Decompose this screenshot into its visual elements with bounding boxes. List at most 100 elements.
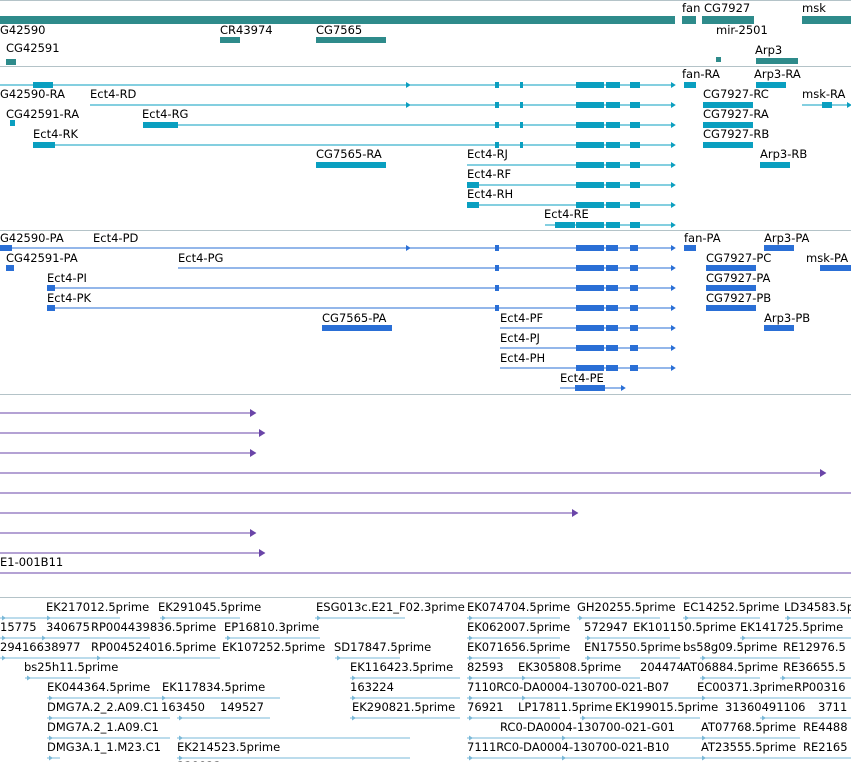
exon-block[interactable] <box>576 305 604 311</box>
exon-block[interactable] <box>630 122 640 128</box>
feature-label[interactable]: RE4488 <box>803 720 848 734</box>
exon-block[interactable] <box>576 245 604 251</box>
exon-block[interactable] <box>606 122 620 128</box>
feature-label[interactable]: 340675 <box>46 620 90 634</box>
feature-label[interactable]: 149527 <box>220 700 264 714</box>
feature-label[interactable]: RE36655.5 <box>783 660 846 674</box>
feature-label[interactable]: fan-PA <box>684 231 721 245</box>
exon-block[interactable] <box>495 285 499 291</box>
exon-block[interactable] <box>820 265 851 271</box>
exon-block[interactable] <box>630 285 638 291</box>
feature-label[interactable]: 338823 <box>177 760 221 762</box>
feature-label[interactable]: Arp3-PA <box>764 231 810 245</box>
exon-block[interactable] <box>520 122 523 128</box>
feature-label[interactable]: CG7927 <box>704 1 751 15</box>
feature-label[interactable]: RP004524016.5prime <box>91 640 217 654</box>
feature-label[interactable]: 76921 <box>467 700 504 714</box>
exon-block[interactable] <box>495 122 499 128</box>
feature-label[interactable]: GH20255.5prime <box>577 600 676 614</box>
feature-label[interactable]: 7110RC0-DA0004-130700-021-B07 <box>467 680 670 694</box>
feature-label[interactable]: Ect4-PD <box>93 231 139 245</box>
exon-block[interactable] <box>576 102 604 108</box>
feature-label[interactable]: EN17550.5prime <box>584 640 681 654</box>
feature-label[interactable]: RE2165 <box>803 740 848 754</box>
feature-label[interactable]: RE12976.5 <box>783 640 846 654</box>
feature-label[interactable]: DMG3A.1_1.M23.C1 <box>47 740 161 754</box>
feature-label[interactable]: G42590-PA <box>0 231 64 245</box>
exon-block[interactable] <box>764 325 794 331</box>
feature-label[interactable]: LD34583.5prime <box>784 600 851 614</box>
exon-block[interactable] <box>606 365 618 371</box>
feature-label[interactable]: Ect4-RF <box>467 167 512 181</box>
gene-bar[interactable] <box>682 16 696 24</box>
feature-label[interactable]: EK101150.5prime <box>633 620 737 634</box>
feature-label[interactable]: EK071656.5prime <box>467 640 571 654</box>
feature-label[interactable]: CR43974 <box>220 23 273 37</box>
feature-label[interactable]: CG7565 <box>316 23 363 37</box>
feature-label[interactable]: Ect4-RH <box>467 187 514 201</box>
feature-label[interactable]: 204474 <box>640 660 684 674</box>
exon-block[interactable] <box>33 142 55 148</box>
exon-block[interactable] <box>630 265 638 271</box>
exon-block[interactable] <box>630 202 640 208</box>
exon-block[interactable] <box>630 222 640 228</box>
exon-block[interactable] <box>684 82 696 88</box>
feature-label[interactable]: RP00316 <box>794 680 846 694</box>
exon-block[interactable] <box>684 245 696 251</box>
feature-label[interactable]: EK062007.5prime <box>467 620 571 634</box>
feature-label[interactable]: Ect4-PJ <box>500 331 540 345</box>
exon-block[interactable] <box>630 162 640 168</box>
exon-block[interactable] <box>606 345 618 351</box>
feature-label[interactable]: Ect4-RG <box>142 107 189 121</box>
exon-block[interactable] <box>495 305 499 311</box>
feature-label[interactable]: EK199015.5prime <box>615 700 719 714</box>
exon-block[interactable] <box>606 265 618 271</box>
feature-label[interactable]: RP004439836.5prime <box>91 620 217 634</box>
feature-label[interactable]: 15775 <box>0 620 37 634</box>
feature-label[interactable]: fan <box>682 1 701 15</box>
exon-block[interactable] <box>495 102 499 108</box>
feature-label[interactable]: AT23555.5prime <box>701 740 797 754</box>
exon-block[interactable] <box>576 345 604 351</box>
exon-block[interactable] <box>520 102 523 108</box>
feature-label[interactable]: EK214523.5prime <box>177 740 281 754</box>
exon-block[interactable] <box>630 345 638 351</box>
feature-label[interactable]: Ect4-RK <box>33 127 79 141</box>
exon-block[interactable] <box>630 142 640 148</box>
exon-block[interactable] <box>467 202 479 208</box>
feature-label[interactable]: msk-RA <box>802 87 846 101</box>
feature-label[interactable]: Arp3 <box>755 43 783 57</box>
feature-label[interactable]: EK291045.5prime <box>158 600 262 614</box>
feature-label[interactable]: AT07768.5prime <box>701 720 797 734</box>
feature-label[interactable]: fan-RA <box>682 67 720 81</box>
exon-block[interactable] <box>760 162 790 168</box>
feature-label[interactable]: 163224 <box>350 680 394 694</box>
feature-label[interactable]: 572947 <box>584 620 628 634</box>
exon-block[interactable] <box>606 222 620 228</box>
exon-block[interactable] <box>630 325 638 331</box>
exon-block[interactable] <box>576 285 604 291</box>
feature-label[interactable]: CG42591 <box>6 41 60 55</box>
feature-label[interactable]: CG42591-RA <box>6 107 80 121</box>
exon-block[interactable] <box>606 285 618 291</box>
feature-label[interactable]: Ect4-PE <box>560 371 604 385</box>
feature-label[interactable]: EC14252.5prime <box>683 600 780 614</box>
feature-label[interactable]: Ect4-PI <box>47 271 87 285</box>
feature-label[interactable]: CG7927-RC <box>703 87 769 101</box>
feature-label[interactable]: EK217012.5prime <box>46 600 150 614</box>
exon-block[interactable] <box>322 325 392 331</box>
exon-block[interactable] <box>495 265 499 271</box>
feature-label[interactable]: CG7927-RA <box>703 107 769 121</box>
exon-block[interactable] <box>520 142 523 148</box>
feature-label[interactable]: EK141725.5prime <box>740 620 844 634</box>
feature-label[interactable]: CG7927-PB <box>706 291 772 305</box>
exon-block[interactable] <box>822 102 832 108</box>
exon-block[interactable] <box>606 142 620 148</box>
gene-bar[interactable] <box>716 57 721 62</box>
exon-block[interactable] <box>630 245 638 251</box>
feature-label[interactable]: Ect4-RE <box>544 207 589 221</box>
feature-label[interactable]: Arp3-PB <box>764 311 811 325</box>
feature-label[interactable]: CG7565-RA <box>316 147 382 161</box>
feature-label[interactable]: CG7927-RB <box>703 127 770 141</box>
feature-label[interactable]: Ect4-RJ <box>467 147 508 161</box>
